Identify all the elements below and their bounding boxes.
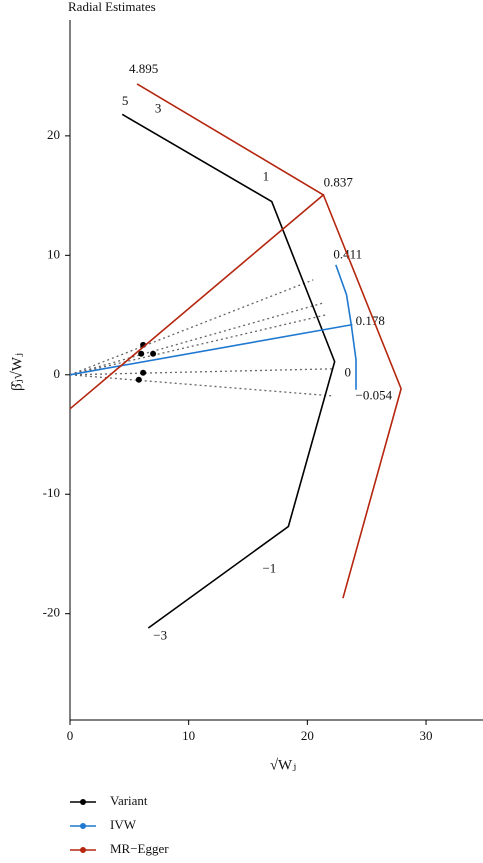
curve-label: 0 [344,365,351,380]
point [140,369,147,376]
point [135,376,142,383]
curve-label: −0.054 [356,387,393,402]
curve-label: −3 [153,627,167,642]
x-axis-label: √Wⱼ [270,757,296,773]
x-tick-label: 0 [67,728,74,743]
chart-title: Radial Estimates [68,0,156,14]
y-tick-label: -10 [43,485,60,500]
radial-curve [136,83,402,599]
x-tick-label: 20 [301,728,314,743]
ray [69,279,314,376]
legend-dot [80,799,86,805]
curve-label: 1 [263,169,270,184]
y-tick-label: -20 [43,605,60,620]
x-tick-label: 10 [182,728,195,743]
y-axis-label: β̂ⱼ√Wⱼ [9,353,25,391]
fit-line [69,323,353,376]
ray [69,302,323,376]
y-tick-label: 0 [54,366,61,381]
point [150,350,157,357]
curve-label: −1 [262,560,276,575]
legend-label: Variant [110,793,148,808]
ray [69,374,332,397]
legend-label: IVW [110,817,137,832]
point [138,350,145,357]
legend-label: MR−Egger [110,841,169,856]
ray [69,368,334,376]
legend-dot [80,847,86,853]
fit-line [69,193,325,410]
radial-curve [121,113,336,629]
legend-dot [80,823,86,829]
curve-label: 0.837 [324,175,354,190]
x-tick-label: 30 [420,728,433,743]
curve-label: 3 [155,101,162,116]
ray [69,314,326,376]
y-tick-label: 20 [47,127,60,142]
y-tick-label: 10 [47,246,60,261]
curve-label: 4.895 [129,61,158,76]
curve-label: 0.178 [356,313,385,328]
curve-label: 5 [122,93,129,108]
